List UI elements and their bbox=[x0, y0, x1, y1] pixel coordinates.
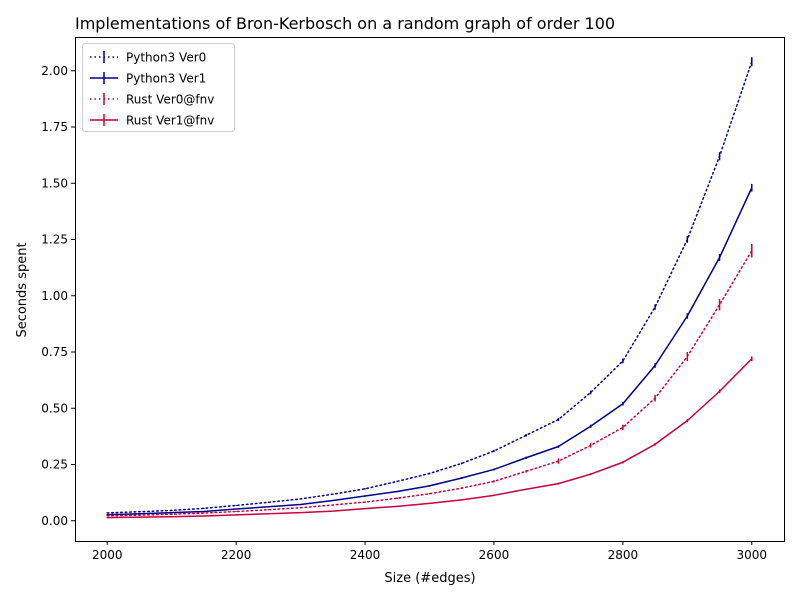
legend-item: Rust Ver1@fnv bbox=[90, 114, 214, 128]
series-line-3 bbox=[106, 250, 753, 517]
y-tick-label: 1.50 bbox=[41, 176, 68, 190]
x-tick-label: 3000 bbox=[736, 548, 767, 562]
x-tick-label: 2000 bbox=[92, 548, 123, 562]
y-tick-label: 0.25 bbox=[41, 458, 68, 472]
x-tick-label: 2200 bbox=[221, 548, 252, 562]
legend-item: Python3 Ver0 bbox=[90, 51, 206, 65]
x-tick-label: 2800 bbox=[608, 548, 639, 562]
legend: Python3 Ver0 Python3 Ver1 Rust Ver0@fnv Rus… bbox=[82, 43, 235, 132]
legend-label: Python3 Ver1 bbox=[126, 72, 206, 86]
x-axis-label: Size (#edges) bbox=[384, 571, 475, 586]
plot-area bbox=[106, 57, 753, 519]
y-axis-label: Seconds spent bbox=[15, 242, 30, 337]
y-tick-label: 0.50 bbox=[41, 401, 68, 415]
legend-item: Rust Ver0@fnv bbox=[90, 93, 214, 107]
y-tick-label: 1.00 bbox=[41, 289, 68, 303]
chart-title: Implementations of Bron-Kerbosch on a ra… bbox=[75, 14, 615, 33]
y-tick-label: 0.00 bbox=[41, 514, 68, 528]
legend-label: Rust Ver1@fnv bbox=[126, 114, 214, 128]
y-axis: 0.00 0.25 0.50 0.75 1.00 1.25 1.50 1.75 2.00 bbox=[41, 64, 75, 528]
axes-frame bbox=[75, 37, 785, 542]
x-tick-label: 2400 bbox=[350, 548, 381, 562]
x-axis: 2000 2200 2400 2600 2800 3000 bbox=[92, 541, 767, 562]
y-tick-label: 1.75 bbox=[41, 120, 68, 134]
y-tick-label: 2.00 bbox=[41, 64, 68, 78]
y-tick-label: 0.75 bbox=[41, 345, 68, 359]
legend-label: Python3 Ver0 bbox=[126, 51, 206, 65]
y-tick-label: 1.25 bbox=[41, 233, 68, 247]
legend-label: Rust Ver0@fnv bbox=[126, 93, 214, 107]
x-tick-label: 2600 bbox=[479, 548, 510, 562]
legend-box bbox=[82, 43, 235, 132]
legend-item: Python3 Ver1 bbox=[90, 72, 206, 86]
